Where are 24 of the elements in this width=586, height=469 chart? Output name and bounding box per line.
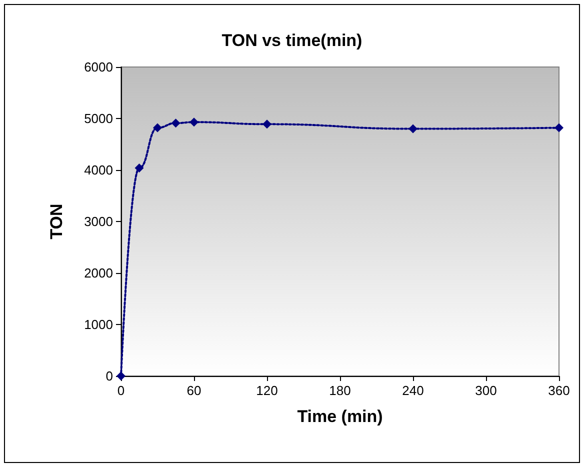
x-tick-label: 60 [186,383,202,398]
x-tick-label: 180 [329,383,351,398]
x-tick-label: 0 [117,383,125,398]
point [171,118,180,128]
x-tick-label: 300 [475,383,497,398]
point [554,123,564,132]
chart-title: TON vs time(min) [222,31,362,50]
y-tick-label: 6000 [84,60,113,74]
y-tick-label: 2000 [84,266,113,280]
x-axis-title: Time (min) [297,407,383,426]
point [408,124,418,134]
y-axis-title: TON [47,204,66,240]
point [262,120,272,129]
point [134,163,144,172]
y-tick-label: 5000 [84,111,113,126]
point [190,118,198,127]
y-tick-label: 4000 [84,162,113,178]
point [153,123,162,132]
y-tick-label: 0 [106,368,113,384]
y-tick-label: 3000 [84,214,113,229]
y-tick-label: 1000 [84,317,113,332]
x-tick-label: 360 [548,383,570,398]
x-tick-label: 120 [256,383,278,398]
x-tick-label: 240 [402,383,424,398]
